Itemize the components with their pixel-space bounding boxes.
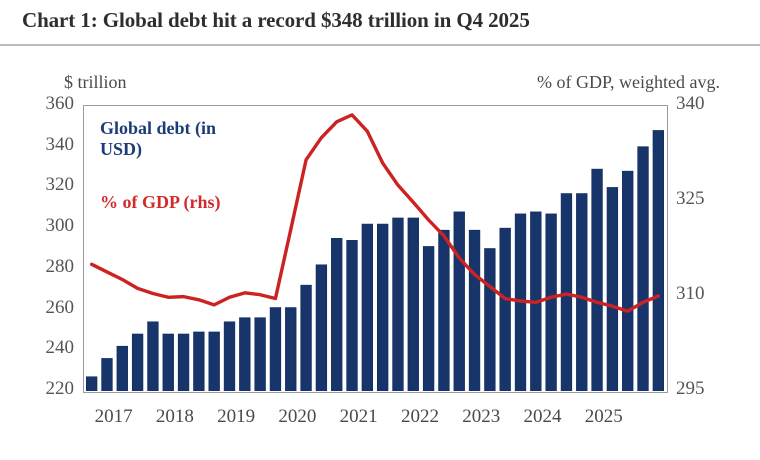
bar	[223, 321, 236, 391]
bar	[346, 240, 358, 391]
bar	[560, 193, 573, 391]
bar	[622, 170, 634, 391]
y-axis-tick-right: 295	[676, 378, 705, 399]
bar	[331, 238, 343, 391]
bar	[101, 358, 113, 391]
bar	[254, 317, 266, 391]
x-axis-tick: 2022	[400, 406, 439, 427]
x-axis-tick: 2017	[94, 406, 133, 427]
left-axis-caption: $ trillion	[64, 72, 127, 92]
bar	[576, 193, 588, 391]
right-axis-caption: % of GDP, weighted avg.	[537, 72, 720, 92]
bar	[300, 284, 312, 391]
bar	[269, 307, 282, 391]
x-axis-tick: 2019	[217, 406, 256, 427]
y-axis-tick-left: 340	[45, 133, 75, 155]
gdp-line-series	[89, 113, 661, 313]
legend-pct-gdp: % of GDP (rhs)	[100, 192, 221, 212]
bar	[376, 223, 389, 391]
y-axis-tick-left: 240	[45, 337, 75, 359]
bar	[392, 217, 404, 391]
x-axis-tick: 2018	[155, 406, 194, 427]
bar	[484, 248, 496, 391]
y-axis-tick-left: 280	[45, 255, 75, 277]
bar	[422, 246, 435, 391]
y-axis-tick-right: 310	[676, 283, 705, 304]
y-axis-tick-right: 325	[676, 188, 705, 209]
bar	[239, 317, 251, 391]
bar	[545, 213, 557, 391]
x-axis-tick: 2023	[462, 406, 501, 427]
bar	[116, 345, 128, 391]
y-axis-tick-left: 320	[45, 174, 75, 196]
x-axis-tick: 2021	[339, 406, 378, 427]
y-axis-tick-right: 340	[676, 93, 705, 114]
legend-global-debt: Global debt (in USD)	[100, 118, 217, 159]
bar-series	[85, 130, 664, 391]
bar	[468, 229, 481, 391]
bar	[407, 217, 419, 391]
y-axis-tick-left: 220	[45, 378, 75, 399]
bar	[85, 376, 98, 391]
y-axis-tick-left: 360	[45, 93, 75, 114]
plot-area	[83, 105, 668, 393]
bar	[285, 307, 297, 391]
bar	[315, 264, 328, 391]
bar	[162, 333, 174, 391]
bar	[652, 130, 664, 391]
title-divider	[0, 44, 760, 46]
x-axis-tick: 2025	[584, 406, 623, 427]
plot-svg	[85, 113, 664, 391]
x-axis-tick: 2024	[523, 406, 562, 427]
bar	[147, 321, 159, 391]
x-axis-tick: 2020	[278, 406, 317, 427]
bar	[361, 223, 374, 391]
bar	[453, 211, 465, 391]
bar	[606, 187, 619, 391]
bar	[438, 229, 450, 391]
bar	[177, 333, 190, 391]
page-title: Chart 1: Global debt hit a record $348 t…	[22, 8, 530, 32]
bar	[499, 227, 511, 391]
bar	[131, 333, 144, 391]
bar	[193, 331, 205, 391]
bar	[591, 168, 603, 391]
bar	[208, 331, 220, 391]
y-axis-tick-left: 300	[45, 215, 75, 237]
y-axis-tick-left: 260	[45, 296, 75, 318]
bar	[637, 146, 649, 391]
